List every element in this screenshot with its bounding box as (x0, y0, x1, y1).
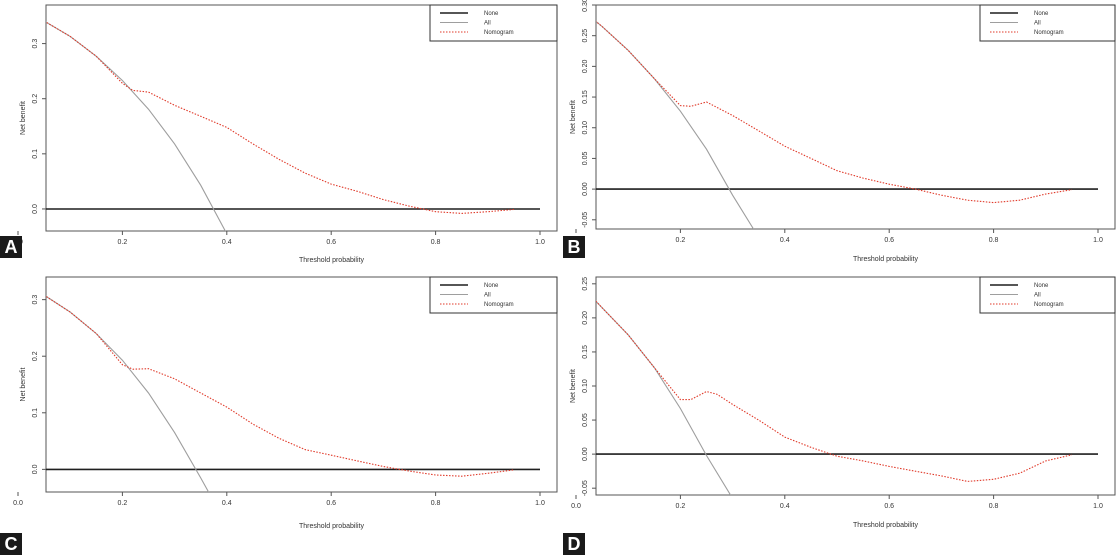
y-tick-label-d: 0.10 (582, 379, 589, 393)
series-nomogram-d (596, 300, 1073, 482)
legend-label-none-c: None (484, 283, 499, 289)
y-tick-label-c: 0.2 (32, 351, 39, 361)
x-tick-label-d: 0.6 (884, 503, 894, 510)
y-tick-label-a: 0.3 (32, 39, 39, 49)
x-tick-label-a: 0.8 (431, 239, 441, 246)
y-tick-label-d: 0.05 (582, 413, 589, 427)
x-tick-label-c: 0.0 (13, 500, 23, 507)
legend-label-nomogram-c: Nomogram (484, 302, 514, 308)
y-tick-label-d: 0.00 (582, 447, 589, 461)
y-axis-title-a: Net benefit (20, 101, 27, 135)
y-tick-label-d: 0.15 (582, 345, 589, 359)
panel-c: 0.0 0.2 0.4 0.6 0.8 1.0 0.0 0.1 0.2 0.3 Threshold … (0, 276, 558, 555)
y-tick-label-d: 0.25 (582, 277, 589, 291)
chart-c: 0.0 0.2 0.4 0.6 0.8 1.0 0.0 0.1 0.2 0.3 Threshold … (13, 276, 558, 530)
y-axis-title-d: Net benefit (570, 369, 577, 403)
chart-b: 0.00.20.40.60.81.0-0.050.000.050.100.150… (570, 0, 1116, 263)
x-axis-title-c: Threshold probability (299, 523, 364, 530)
legend-label-all-a: All (484, 21, 491, 27)
legend-label-none-a: None (484, 11, 499, 17)
legend-label-nomogram-d: Nomogram (1034, 302, 1064, 308)
x-tick-label-a: 0.6 (326, 239, 336, 246)
y-tick-label-c: 0.0 (32, 464, 39, 474)
y-tick-label-d: -0.05 (582, 480, 589, 496)
chart-d: 0.0 0.2 0.4 0.6 0.8 1.0 -0.05 0.00 0.05 0.10 0.15 0… (570, 276, 1116, 529)
y-tick-label-b: 0.05 (582, 152, 589, 166)
plot-frame-a (45, 4, 558, 232)
panel-label-d: D (563, 533, 585, 555)
x-tick-label-b: 0.2 (676, 237, 686, 244)
legend-label-all-d: All (1034, 293, 1041, 299)
x-tick-label-b: 0.8 (989, 237, 999, 244)
y-tick-label-b: 0.10 (582, 121, 589, 135)
y-tick-label-a: 0.2 (32, 94, 39, 104)
legend-label-none-d: None (1034, 283, 1049, 289)
x-tick-label-d: 1.0 (1093, 503, 1103, 510)
x-tick-label-c: 0.4 (222, 500, 232, 507)
panel-label-b: B (563, 236, 585, 258)
y-tick-label-d: 0.20 (582, 311, 589, 325)
y-tick-label-b: 0.00 (582, 182, 589, 196)
y-tick-label-b: 0.25 (582, 29, 589, 43)
legend-label-none-b: None (1034, 11, 1049, 17)
legend-label-nomogram-b: Nomogram (1034, 30, 1064, 36)
chart-a: 0.00.20.40.60.81.00.00.10.20.3Threshold … (13, 4, 558, 264)
y-tick-label-a: 0.0 (32, 204, 39, 214)
series-all-d (596, 300, 732, 495)
series-all-c (46, 295, 210, 492)
x-tick-label-c: 0.6 (326, 500, 336, 507)
panel-label-c: C (0, 533, 22, 555)
x-tick-label-c: 1.0 (535, 500, 545, 507)
x-tick-label-a: 1.0 (535, 239, 545, 246)
x-tick-label-d: 0.8 (989, 503, 999, 510)
y-tick-label-b: -0.05 (582, 212, 589, 228)
x-tick-label-a: 0.2 (118, 239, 128, 246)
panel-b: 0.00.20.40.60.81.0-0.050.000.050.100.150… (558, 0, 1116, 278)
x-tick-label-b: 1.0 (1093, 237, 1103, 244)
panel-a: 0.00.20.40.60.81.00.00.10.20.3Threshold … (0, 0, 558, 278)
y-tick-label-a: 0.1 (32, 149, 39, 159)
y-tick-label-b: 0.15 (582, 90, 589, 104)
x-tick-label-a: 0.4 (222, 239, 232, 246)
series-all-b (596, 20, 754, 229)
y-axis-title-b: Net benefit (570, 100, 577, 134)
legend-label-all-c: All (484, 293, 491, 299)
series-nomogram-c (46, 295, 514, 477)
plot-frame-b (595, 4, 1116, 230)
x-axis-title-b: Threshold probability (853, 256, 918, 263)
x-tick-label-b: 0.6 (884, 237, 894, 244)
y-axis-title-c: Net benefit (20, 368, 27, 402)
y-tick-label-c: 0.3 (32, 295, 39, 305)
panel-d: 0.0 0.2 0.4 0.6 0.8 1.0 -0.05 0.00 0.05 0.10 0.15 0… (558, 276, 1116, 555)
x-axis-title-a: Threshold probability (299, 257, 364, 264)
x-tick-label-c: 0.8 (431, 500, 441, 507)
panel-label-a: A (0, 236, 22, 258)
x-tick-label-b: 0.4 (780, 237, 790, 244)
plot-frame-c (45, 276, 558, 493)
x-tick-label-c: 0.2 (118, 500, 128, 507)
x-tick-label-d: 0.2 (676, 503, 686, 510)
x-tick-label-d: 0.0 (571, 503, 581, 510)
series-nomogram-a (46, 21, 514, 214)
legend-label-all-b: All (1034, 21, 1041, 27)
y-tick-label-c: 0.1 (32, 408, 39, 418)
x-tick-label-d: 0.4 (780, 503, 790, 510)
y-tick-label-b: 0.30 (582, 0, 589, 12)
y-tick-label-b: 0.20 (582, 59, 589, 73)
legend-label-nomogram-a: Nomogram (484, 30, 514, 36)
x-axis-title-d: Threshold probability (853, 522, 918, 529)
